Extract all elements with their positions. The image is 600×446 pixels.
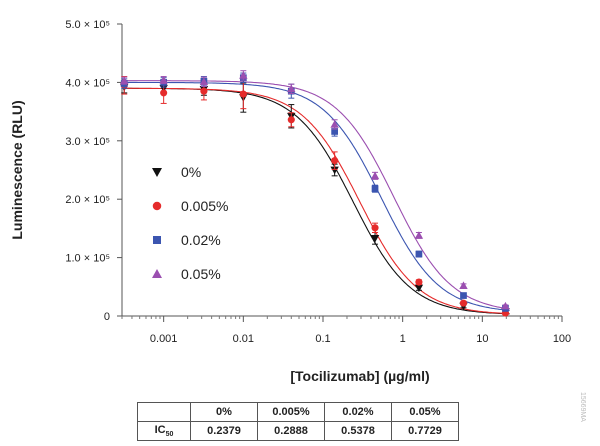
x-tick-label: 100 bbox=[553, 333, 571, 345]
table-cell: 0.7729 bbox=[391, 421, 459, 441]
data-point bbox=[120, 76, 129, 85]
data-point bbox=[370, 171, 380, 180]
data-point bbox=[330, 166, 339, 175]
table-header-cell: 0.005% bbox=[257, 402, 325, 422]
x-tick-label: 0.001 bbox=[150, 333, 178, 345]
data-point bbox=[460, 292, 467, 299]
legend-marker bbox=[152, 168, 162, 177]
data-point bbox=[371, 224, 379, 232]
data-point bbox=[330, 120, 339, 128]
data-point bbox=[371, 185, 379, 193]
x-tick-label: 0.01 bbox=[233, 333, 254, 345]
table-header-cell: 0% bbox=[190, 402, 258, 422]
fit-curve bbox=[124, 81, 510, 311]
y-tick-label: 5.0 × 10⁵ bbox=[65, 19, 110, 31]
data-point bbox=[414, 284, 424, 293]
data-point bbox=[415, 278, 423, 286]
data-point bbox=[501, 301, 510, 310]
ic50-table: 0% 0.005% 0.02% 0.05% IC50 0.2379 0.2888… bbox=[137, 402, 459, 441]
data-point bbox=[331, 157, 339, 165]
legend-label: 0.02% bbox=[181, 232, 221, 248]
ic50-label-cell: IC50 bbox=[137, 421, 191, 441]
ic50-label: IC bbox=[154, 423, 166, 436]
data-point bbox=[239, 71, 248, 79]
x-tick-label: 10 bbox=[476, 333, 488, 345]
figure-id-watermark: 15669MA bbox=[579, 392, 586, 422]
data-point bbox=[199, 77, 209, 86]
x-tick-label: 1 bbox=[400, 333, 406, 345]
data-point bbox=[459, 281, 468, 289]
x-axis-title: [Tocilizumab] (µg/ml) bbox=[290, 368, 430, 384]
y-tick-label: 1.0 × 10⁵ bbox=[65, 253, 110, 265]
data-point bbox=[415, 250, 423, 258]
fit-curve bbox=[124, 87, 510, 315]
table-cell: 0.2888 bbox=[257, 421, 325, 441]
y-tick-label: 3.0 × 10⁵ bbox=[65, 136, 110, 148]
legend-label: 0% bbox=[181, 164, 201, 180]
data-point bbox=[159, 75, 168, 84]
legend-label: 0.05% bbox=[181, 266, 221, 282]
y-tick-label: 2.0 × 10⁵ bbox=[65, 194, 110, 206]
table-header-cell: 0.05% bbox=[391, 402, 459, 422]
table-cell: 0.2379 bbox=[190, 421, 258, 441]
legend-marker bbox=[152, 269, 162, 278]
data-point bbox=[239, 90, 247, 98]
data-point bbox=[459, 299, 468, 307]
ic50-subscript: 50 bbox=[165, 431, 174, 439]
data-point bbox=[331, 128, 338, 135]
data-point bbox=[160, 89, 168, 97]
fit-curve bbox=[124, 80, 510, 310]
y-tick-label: 0 bbox=[104, 311, 110, 323]
legend-marker bbox=[153, 236, 161, 244]
x-tick-label: 0.1 bbox=[315, 333, 330, 345]
table-header-cell: 0.02% bbox=[324, 402, 392, 422]
table-row: IC50 0.2379 0.2888 0.5378 0.7729 bbox=[137, 421, 459, 441]
table-cell: 0.5378 bbox=[324, 421, 392, 441]
legend-marker bbox=[152, 201, 162, 211]
y-axis-title: Luminescence (RLU) bbox=[9, 100, 25, 239]
dose-response-chart: 0 1.0 × 10⁵ 2.0 × 10⁵ 3.0 × 10⁵ 4.0 × 10⁵ 5.0… bbox=[9, 19, 571, 345]
data-point bbox=[287, 84, 296, 93]
data-point bbox=[200, 87, 208, 95]
data-point bbox=[414, 231, 424, 239]
data-point bbox=[287, 116, 295, 124]
table-header-cell bbox=[137, 402, 191, 422]
legend-label: 0.005% bbox=[181, 198, 228, 214]
y-tick-label: 4.0 × 10⁵ bbox=[65, 77, 110, 89]
data-point bbox=[370, 234, 380, 243]
table-header-row: 0% 0.005% 0.02% 0.05% bbox=[137, 402, 459, 422]
